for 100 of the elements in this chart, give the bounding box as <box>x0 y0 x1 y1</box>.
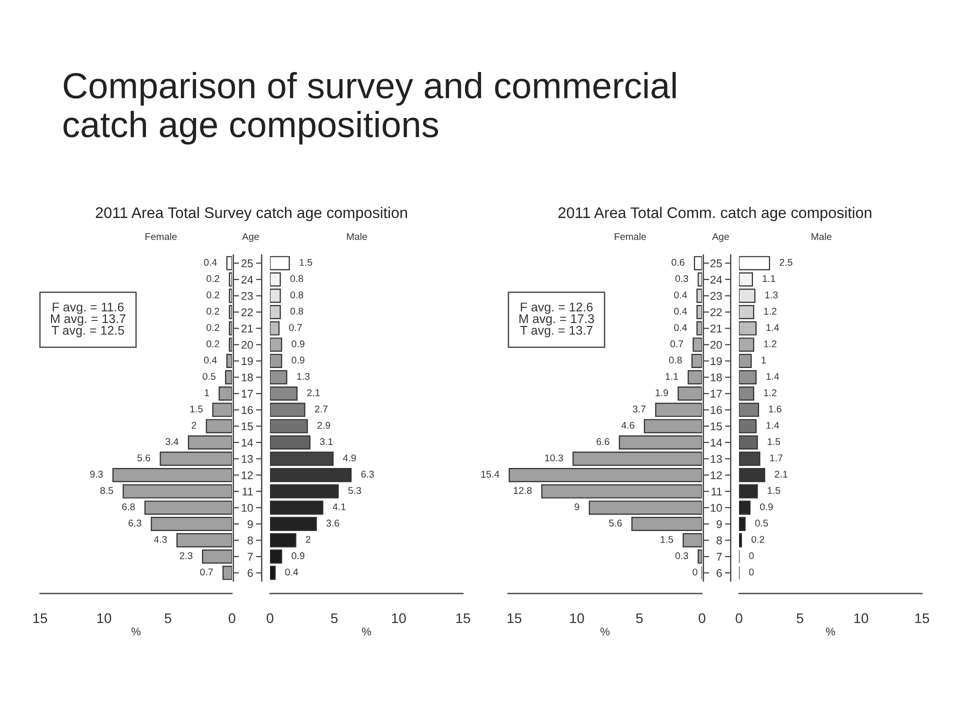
x-tick-label: 10 <box>570 613 584 624</box>
data-label: 1.5 <box>768 487 780 494</box>
chart-subtitle: 2011 Area Total Comm. catch age composition <box>558 206 872 222</box>
y-tick-label: 11 <box>242 488 253 496</box>
data-label: 0.9 <box>292 340 304 348</box>
data-label: 0.3 <box>675 552 688 560</box>
x-tick-label: 15 <box>508 613 522 624</box>
data-label: 1.2 <box>764 308 776 315</box>
y-tick-label: 15 <box>710 422 722 430</box>
y-tick-label: 10 <box>710 504 722 512</box>
data-label: 1.4 <box>766 422 780 429</box>
y-tick-label: 14 <box>242 438 254 446</box>
data-label: 5.6 <box>137 454 150 462</box>
data-label: 4.9 <box>342 454 356 462</box>
x-tick-label: 0 <box>698 613 706 624</box>
data-label: 4.1 <box>332 503 346 510</box>
data-label: 12.8 <box>514 487 532 494</box>
x-tick-label: 5 <box>796 613 804 624</box>
y-tick-label: 17 <box>242 390 253 398</box>
data-label: 1 <box>762 356 766 364</box>
y-tick-label: 22 <box>710 308 722 316</box>
data-label: 1.3 <box>765 291 778 298</box>
y-tick-label: 16 <box>710 406 722 414</box>
y-tick-label: 24 <box>710 276 722 284</box>
data-label: 1.1 <box>762 275 776 282</box>
y-tick-label: 7 <box>716 552 722 561</box>
data-label: 10.3 <box>545 454 563 462</box>
data-label: 1.7 <box>770 454 782 462</box>
data-label: 0.2 <box>206 291 220 298</box>
data-label: 0.4 <box>204 356 217 364</box>
y-tick-label: 19 <box>242 357 253 366</box>
data-label: 1.1 <box>666 373 678 380</box>
y-tick-label: 16 <box>242 406 253 414</box>
x-tick-label: 5 <box>331 613 338 624</box>
x-tick-label: 10 <box>392 613 406 624</box>
data-label: 0.9 <box>292 552 304 560</box>
y-tick-label: 21 <box>710 324 722 332</box>
data-label: 0.7 <box>200 568 213 576</box>
y-tick-label: 15 <box>242 422 253 430</box>
data-label: 5.6 <box>609 520 622 527</box>
data-label: 3.6 <box>326 520 340 527</box>
data-label: 0.9 <box>760 503 773 510</box>
annotation: T avg. = 12.5 <box>52 326 124 338</box>
y-tick-label: 18 <box>710 374 722 382</box>
data-label: 0.5 <box>202 372 216 380</box>
data-label: 3.7 <box>632 406 646 412</box>
x-tick-label: 15 <box>915 613 930 624</box>
x-tick-label: 10 <box>97 613 112 624</box>
data-label: 0 <box>749 568 754 576</box>
data-label: 2.1 <box>307 389 320 396</box>
data-label: 0.4 <box>204 258 217 266</box>
annotation: M avg. = 17.3 <box>519 314 594 326</box>
data-label: 6.8 <box>122 503 135 510</box>
text: Female <box>146 232 177 240</box>
x-tick-label: 5 <box>164 613 172 624</box>
y-tick-label: 11 <box>712 488 722 496</box>
data-label: 0.6 <box>672 258 684 266</box>
y-tick-label: 23 <box>242 292 253 300</box>
data-label: 5.3 <box>348 487 362 494</box>
y-tick-label: 7 <box>248 552 253 561</box>
y-tick-label: 14 <box>710 438 722 446</box>
x-axis-title: % <box>826 628 836 636</box>
data-label: 0.3 <box>675 275 688 282</box>
data-label: 1.9 <box>656 389 668 396</box>
data-label: 0.2 <box>206 308 220 315</box>
data-label: 9.3 <box>90 470 103 478</box>
data-label: 1.5 <box>768 438 780 446</box>
y-tick-label: 6 <box>248 569 253 577</box>
annotation: F avg. = 11.6 <box>52 302 124 314</box>
data-label: 0.9 <box>292 356 304 364</box>
y-tick-label: 24 <box>242 276 254 284</box>
x-tick-label: 15 <box>456 613 470 624</box>
data-label: 0.8 <box>669 356 682 364</box>
data-label: 6.3 <box>361 470 374 478</box>
data-label: 15.4 <box>481 470 500 478</box>
x-axis-title: % <box>131 628 141 636</box>
data-label: 0.2 <box>206 324 220 331</box>
data-label: 3.1 <box>320 438 333 446</box>
data-label: 8.5 <box>100 487 114 494</box>
x-axis-title: % <box>362 628 372 636</box>
y-tick-label: 20 <box>710 340 722 349</box>
text: Male <box>812 232 832 240</box>
y-tick-label: 9 <box>716 520 722 528</box>
y-tick-label: 25 <box>242 259 253 268</box>
y-tick-label: 9 <box>248 520 253 528</box>
y-tick-label: 20 <box>242 340 253 349</box>
data-label: 2.1 <box>774 470 788 478</box>
text: Male <box>347 232 367 240</box>
data-label: 6.3 <box>128 520 142 527</box>
data-label: 2 <box>306 536 310 543</box>
data-label: 0.7 <box>289 324 302 331</box>
y-tick-label: 13 <box>242 455 253 463</box>
y-tick-label: 12 <box>710 471 722 480</box>
data-label: 0.5 <box>755 520 768 527</box>
y-tick-label: 13 <box>710 455 722 463</box>
data-label: 2.7 <box>314 406 328 412</box>
data-label: 1.2 <box>764 340 776 348</box>
data-label: 0 <box>692 568 698 576</box>
data-label: 9 <box>574 503 580 510</box>
y-tick-label: 6 <box>716 569 722 577</box>
